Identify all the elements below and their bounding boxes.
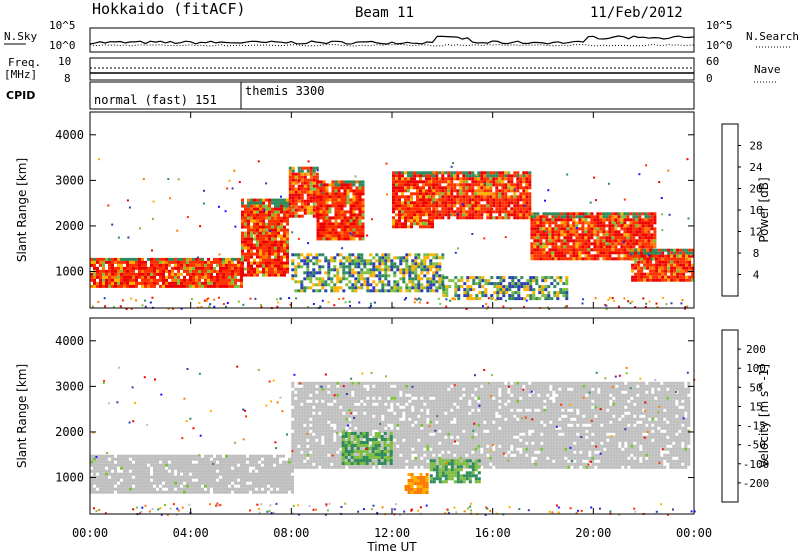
cpid-strip	[89, 81, 695, 110]
y-tick-label-4000: 4000	[55, 128, 84, 142]
power-colorbar: 4 8 12 16 20 24 28	[721, 123, 763, 297]
freq-tick-hi: 10	[58, 55, 71, 68]
freq-label: Freq.	[8, 56, 41, 69]
cpid-label: CPID	[6, 89, 35, 102]
power-colorbar-label: Power [dB]	[757, 177, 771, 242]
colorbar-tick-label-1: 100	[746, 362, 766, 375]
echo-region-0	[90, 257, 243, 288]
x-tick-label-2: 08:00	[273, 526, 309, 540]
cpid-segment-2: themis 3300	[245, 84, 324, 98]
nave-label: Nave	[754, 63, 781, 76]
nave-tick-hi: 60	[706, 55, 719, 68]
echo-region-4	[404, 473, 429, 494]
x-tick-label-1: 04:00	[173, 526, 209, 540]
echo-region-5	[432, 171, 532, 220]
freq-unit: [MHz]	[4, 68, 37, 81]
colorbar-tick-label-2: 12	[749, 226, 762, 239]
y-tick-label-4000: 4000	[55, 334, 84, 348]
y-tick-label-3000: 3000	[55, 379, 84, 393]
power-y-axis: 1000 2000 3000 4000	[55, 128, 694, 279]
noise-tick-hi-left: 10^5	[49, 19, 76, 32]
station-title: Hokkaido (fitACF)	[92, 0, 246, 18]
echo-region-0	[90, 454, 294, 494]
date-title: 11/Feb/2012	[590, 5, 683, 21]
velocity-y-axis: 1000 2000 3000 4000	[55, 334, 694, 485]
noise-tick-lo-right: 10^0	[706, 39, 733, 52]
x-tick-label-3: 12:00	[374, 526, 410, 540]
nsearch-label: N.Search	[746, 30, 799, 43]
colorbar-tick-label-5: -50	[746, 439, 766, 452]
colorbar-tick-label-6: -100	[743, 458, 770, 471]
colorbar-tick-label-2: 50	[749, 381, 762, 394]
power-y-label: Slant Range [km]	[15, 158, 29, 262]
colorbar-frame	[721, 329, 739, 503]
y-tick-label-3000: 3000	[55, 173, 84, 187]
noise-search-trace	[89, 43, 695, 47]
x-tick-label-6: 00:00	[676, 526, 712, 540]
colorbar-tick-label-3: 16	[749, 204, 762, 217]
echo-region-3	[316, 180, 365, 241]
noise-sky-trace	[89, 35, 695, 45]
noise-strip	[89, 27, 695, 53]
colorbar-tick-label-4: 20	[749, 183, 762, 196]
colorbar-tick-label-6: 28	[749, 140, 762, 153]
nsky-label: N.Sky	[4, 30, 37, 43]
echo-region-2	[341, 432, 393, 465]
colorbar-frame	[721, 123, 739, 297]
echo-region-7	[631, 248, 695, 282]
echo-region-3	[429, 459, 481, 484]
noise-tick-lo-left: 10^0	[49, 39, 76, 52]
noise-tick-hi-right: 10^5	[706, 19, 733, 32]
y-tick-label-2000: 2000	[55, 425, 84, 439]
colorbar-tick-label-5: 24	[749, 161, 763, 174]
time-x-axis: 00:00 04:00 08:00 12:00 16:00 20:00 00:00	[72, 112, 712, 540]
freq-tick-lo: 8	[64, 72, 71, 85]
x-tick-label-0: 00:00	[72, 526, 108, 540]
cpid-segment-1: normal (fast) 151	[94, 93, 217, 107]
beam-title: Beam 11	[355, 5, 414, 21]
colorbar-tick-label-1: 8	[753, 247, 760, 260]
echo-region-1	[241, 198, 289, 277]
freq-strip	[89, 57, 695, 81]
echo-region-9	[442, 276, 569, 301]
echo-region-2	[288, 166, 319, 218]
echo-region-4	[392, 171, 434, 229]
nave-tick-lo: 0	[706, 72, 713, 85]
echo-region-8	[291, 253, 445, 293]
x-tick-label-4: 16:00	[475, 526, 511, 540]
y-tick-label-1000: 1000	[55, 265, 84, 279]
velocity-colorbar: 200 100 50 15 -15 -50 -100 -200	[721, 329, 770, 503]
velocity-echo-layer	[90, 365, 696, 516]
power-echo-layer	[90, 158, 695, 310]
colorbar-tick-label-7: -200	[743, 477, 770, 490]
x-axis-label: Time UT	[366, 540, 417, 554]
velocity-y-label: Slant Range [km]	[15, 364, 29, 468]
colorbar-tick-label-0: 200	[746, 343, 766, 356]
x-tick-label-5: 20:00	[575, 526, 611, 540]
colorbar-tick-label-3: 15	[749, 400, 762, 413]
colorbar-tick-label-4: -15	[746, 420, 766, 433]
velocity-colorbar-label: Velocity [m s^-1]	[757, 364, 771, 468]
y-tick-label-2000: 2000	[55, 219, 84, 233]
colorbar-tick-label-0: 4	[753, 269, 760, 282]
y-tick-label-1000: 1000	[55, 471, 84, 485]
